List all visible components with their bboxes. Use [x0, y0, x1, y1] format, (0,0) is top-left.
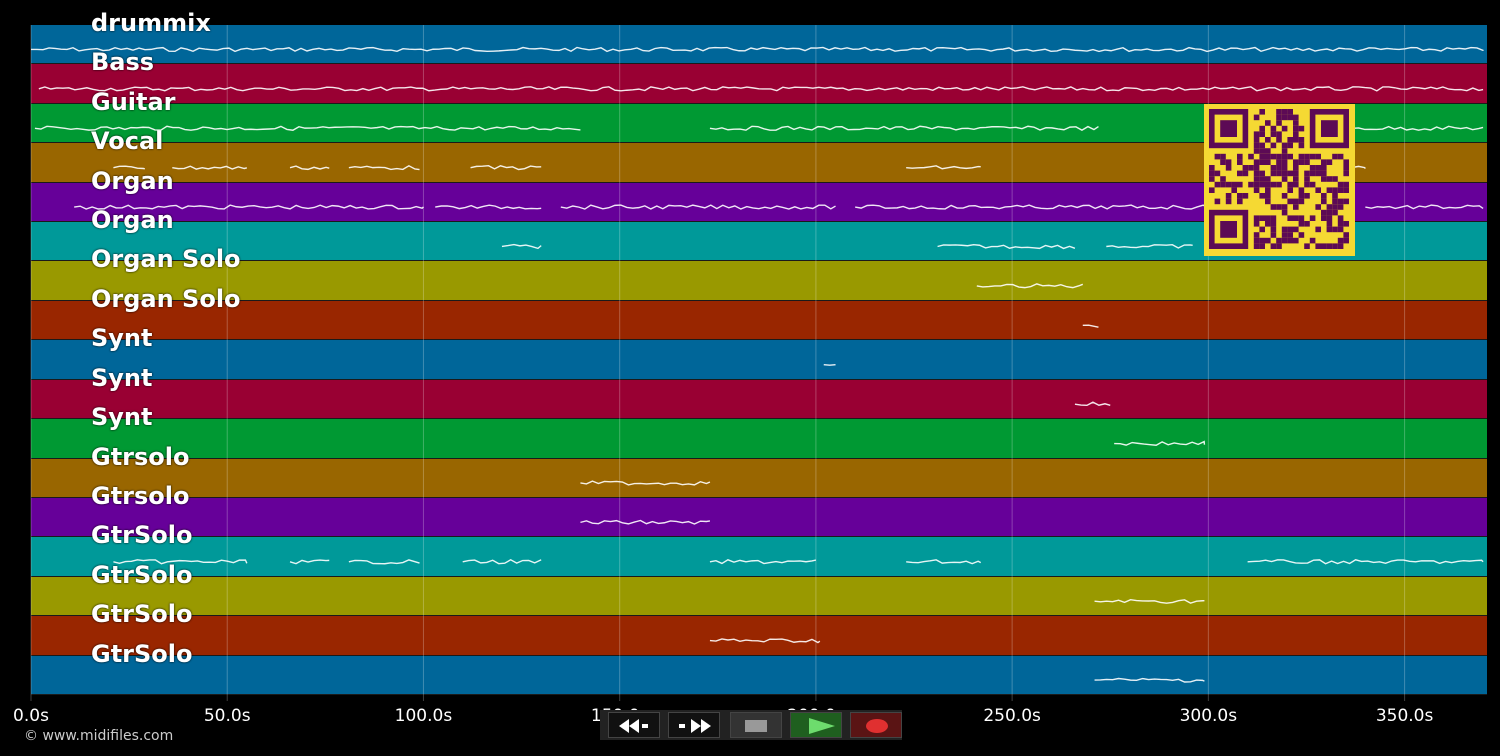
copyright-text: © www.midifiles.com — [24, 728, 174, 744]
note-segment — [1082, 324, 1099, 328]
track-label: Organ — [91, 166, 174, 195]
note-segment — [348, 559, 420, 565]
track-lane — [31, 655, 1487, 695]
note-segment — [906, 165, 981, 170]
note-segment — [1074, 401, 1111, 407]
note-segment — [470, 165, 542, 171]
note-segment — [1106, 243, 1193, 249]
track-label: Synt — [91, 363, 153, 392]
note-segment — [289, 559, 330, 565]
record-icon — [866, 719, 888, 733]
note-segment — [823, 363, 836, 366]
time-tick-label: 100.0s — [394, 706, 453, 726]
note-segment — [501, 243, 542, 250]
track-lane — [31, 261, 1487, 301]
track-label: drummix — [91, 9, 211, 37]
rewind-button[interactable] — [608, 712, 660, 738]
time-tick-label: 300.0s — [1179, 706, 1238, 726]
note-segment — [172, 165, 248, 170]
track-label: Bass — [91, 48, 155, 77]
track-lane — [31, 576, 1487, 617]
note-segment — [38, 86, 1484, 92]
track-label: GtrSolo — [91, 639, 193, 668]
record-button[interactable] — [850, 712, 902, 738]
note-segment — [709, 125, 1099, 131]
note-segment — [580, 480, 711, 486]
note-segment — [906, 559, 982, 565]
note-segment — [34, 125, 581, 131]
track-lane — [31, 458, 1487, 498]
note-segment — [580, 519, 711, 525]
note-segment — [1094, 599, 1205, 604]
note-segment — [435, 204, 542, 210]
play-icon — [809, 718, 835, 734]
note-segment — [74, 204, 424, 210]
note-segment — [560, 204, 836, 210]
note-segment — [113, 165, 145, 170]
note-segment — [348, 165, 420, 171]
note-segment — [1365, 204, 1484, 210]
track-lane — [31, 25, 1487, 65]
track-label: Organ Solo — [91, 245, 241, 274]
note-segment — [289, 165, 330, 171]
track-label: GtrSolo — [91, 521, 193, 550]
track-lane — [31, 497, 1487, 538]
fast-forward-icon — [679, 719, 711, 733]
time-tick-label: 0.0s — [13, 706, 49, 726]
note-segment — [113, 559, 248, 565]
transport-controls — [600, 710, 902, 740]
time-tick-label: 250.0s — [983, 706, 1041, 726]
note-segment — [976, 283, 1084, 289]
note-segment — [937, 244, 1076, 250]
fast-forward-button[interactable] — [668, 712, 720, 738]
track-lanes: drummix Bass Guitar Vocal Organ Organ Organ So… — [31, 11, 1487, 695]
note-segment — [30, 46, 1484, 53]
track-label: Organ — [91, 206, 174, 235]
time-tick-label: 50.0s — [203, 706, 251, 726]
track-label: Organ Solo — [91, 284, 241, 313]
track-label: Synt — [91, 403, 153, 432]
track-label: Gtrsolo — [91, 481, 190, 510]
stop-icon — [745, 720, 767, 732]
track-label: GtrSolo — [91, 560, 193, 589]
note-segment — [462, 558, 542, 565]
track-label: Synt — [91, 324, 153, 353]
track-lane — [31, 340, 1487, 380]
track-lane — [31, 300, 1487, 341]
rewind-icon — [619, 719, 648, 733]
note-segment — [1094, 677, 1205, 683]
track-lane — [31, 419, 1487, 459]
play-button[interactable] — [790, 712, 842, 738]
track-lane — [31, 64, 1487, 104]
note-segment — [1247, 559, 1484, 565]
track-label: Vocal — [91, 127, 164, 156]
track-label: Gtrsolo — [91, 442, 190, 471]
track-lane — [31, 616, 1487, 656]
stop-button[interactable] — [730, 712, 782, 738]
track-lane — [31, 379, 1487, 420]
note-segment — [1114, 440, 1206, 446]
qr-code — [1204, 104, 1355, 256]
time-tick-label: 350.0s — [1375, 706, 1434, 726]
track-lane — [31, 537, 1487, 577]
track-label: GtrSolo — [91, 600, 193, 629]
note-segment — [709, 638, 821, 644]
track-label: Guitar — [91, 87, 176, 116]
note-segment — [709, 559, 817, 565]
